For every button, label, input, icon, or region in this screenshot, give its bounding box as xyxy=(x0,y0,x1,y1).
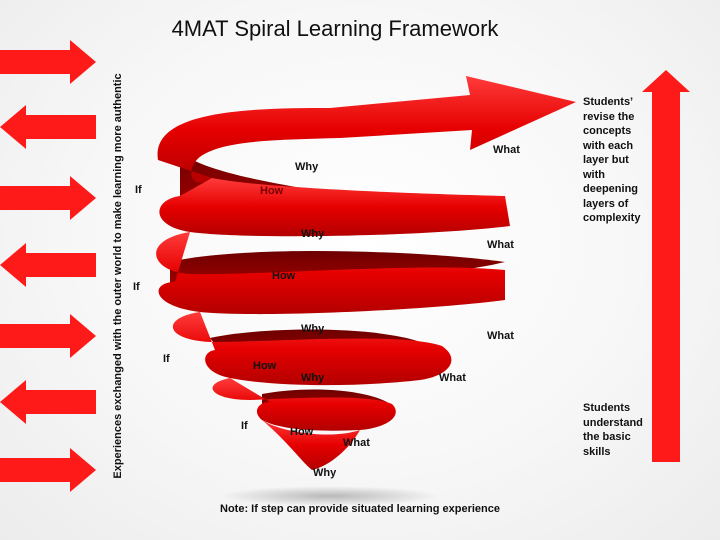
spiral-label-how: How xyxy=(272,270,296,282)
spiral-front-band-1 xyxy=(159,178,510,237)
spiral-label-what: What xyxy=(487,239,514,251)
arrow-right-1 xyxy=(0,40,96,84)
arrow-left-2 xyxy=(0,243,96,287)
spiral-label-why: Why xyxy=(301,323,325,335)
spiral-label-if: If xyxy=(241,420,248,432)
spiral-front-band-2 xyxy=(156,232,505,315)
arrow-left-3 xyxy=(0,380,96,424)
spiral-label-if: If xyxy=(135,184,142,196)
spiral-label-how: How xyxy=(260,185,284,197)
spiral-label-how: How xyxy=(253,360,277,372)
top-right-note: Students’ revise the concepts with each … xyxy=(583,96,641,224)
arrow-right-3 xyxy=(0,314,96,358)
spiral-label-what: What xyxy=(439,372,466,384)
spiral-label-if: If xyxy=(163,353,170,365)
spiral-label-what: What xyxy=(493,144,520,156)
spiral-label-what: What xyxy=(487,330,514,342)
spiral-label-why: Why xyxy=(301,372,325,384)
footer-note: Note: If step can provide situated learn… xyxy=(220,503,500,515)
spiral-bottom-tip xyxy=(262,420,360,470)
arrow-left-1 xyxy=(0,105,96,149)
page-title: 4MAT Spiral Learning Framework xyxy=(171,16,499,41)
spiral-label-why: Why xyxy=(313,467,337,479)
spiral-label-why: Why xyxy=(301,228,325,240)
spiral-front-band-3 xyxy=(172,312,452,386)
arrow-right-2 xyxy=(0,176,96,220)
spiral-label-if: If xyxy=(133,281,140,293)
spiral-top-ribbon xyxy=(157,76,576,183)
arrow-right-4 xyxy=(0,448,96,492)
spiral-shadow xyxy=(220,486,440,506)
bottom-right-note: Students understand the basic skills xyxy=(583,402,643,458)
spiral-label-why: Why xyxy=(295,161,319,173)
spiral-label-what: What xyxy=(343,437,370,449)
spiral-front-band-4 xyxy=(212,378,396,431)
spiral-label-how: How xyxy=(290,426,314,438)
